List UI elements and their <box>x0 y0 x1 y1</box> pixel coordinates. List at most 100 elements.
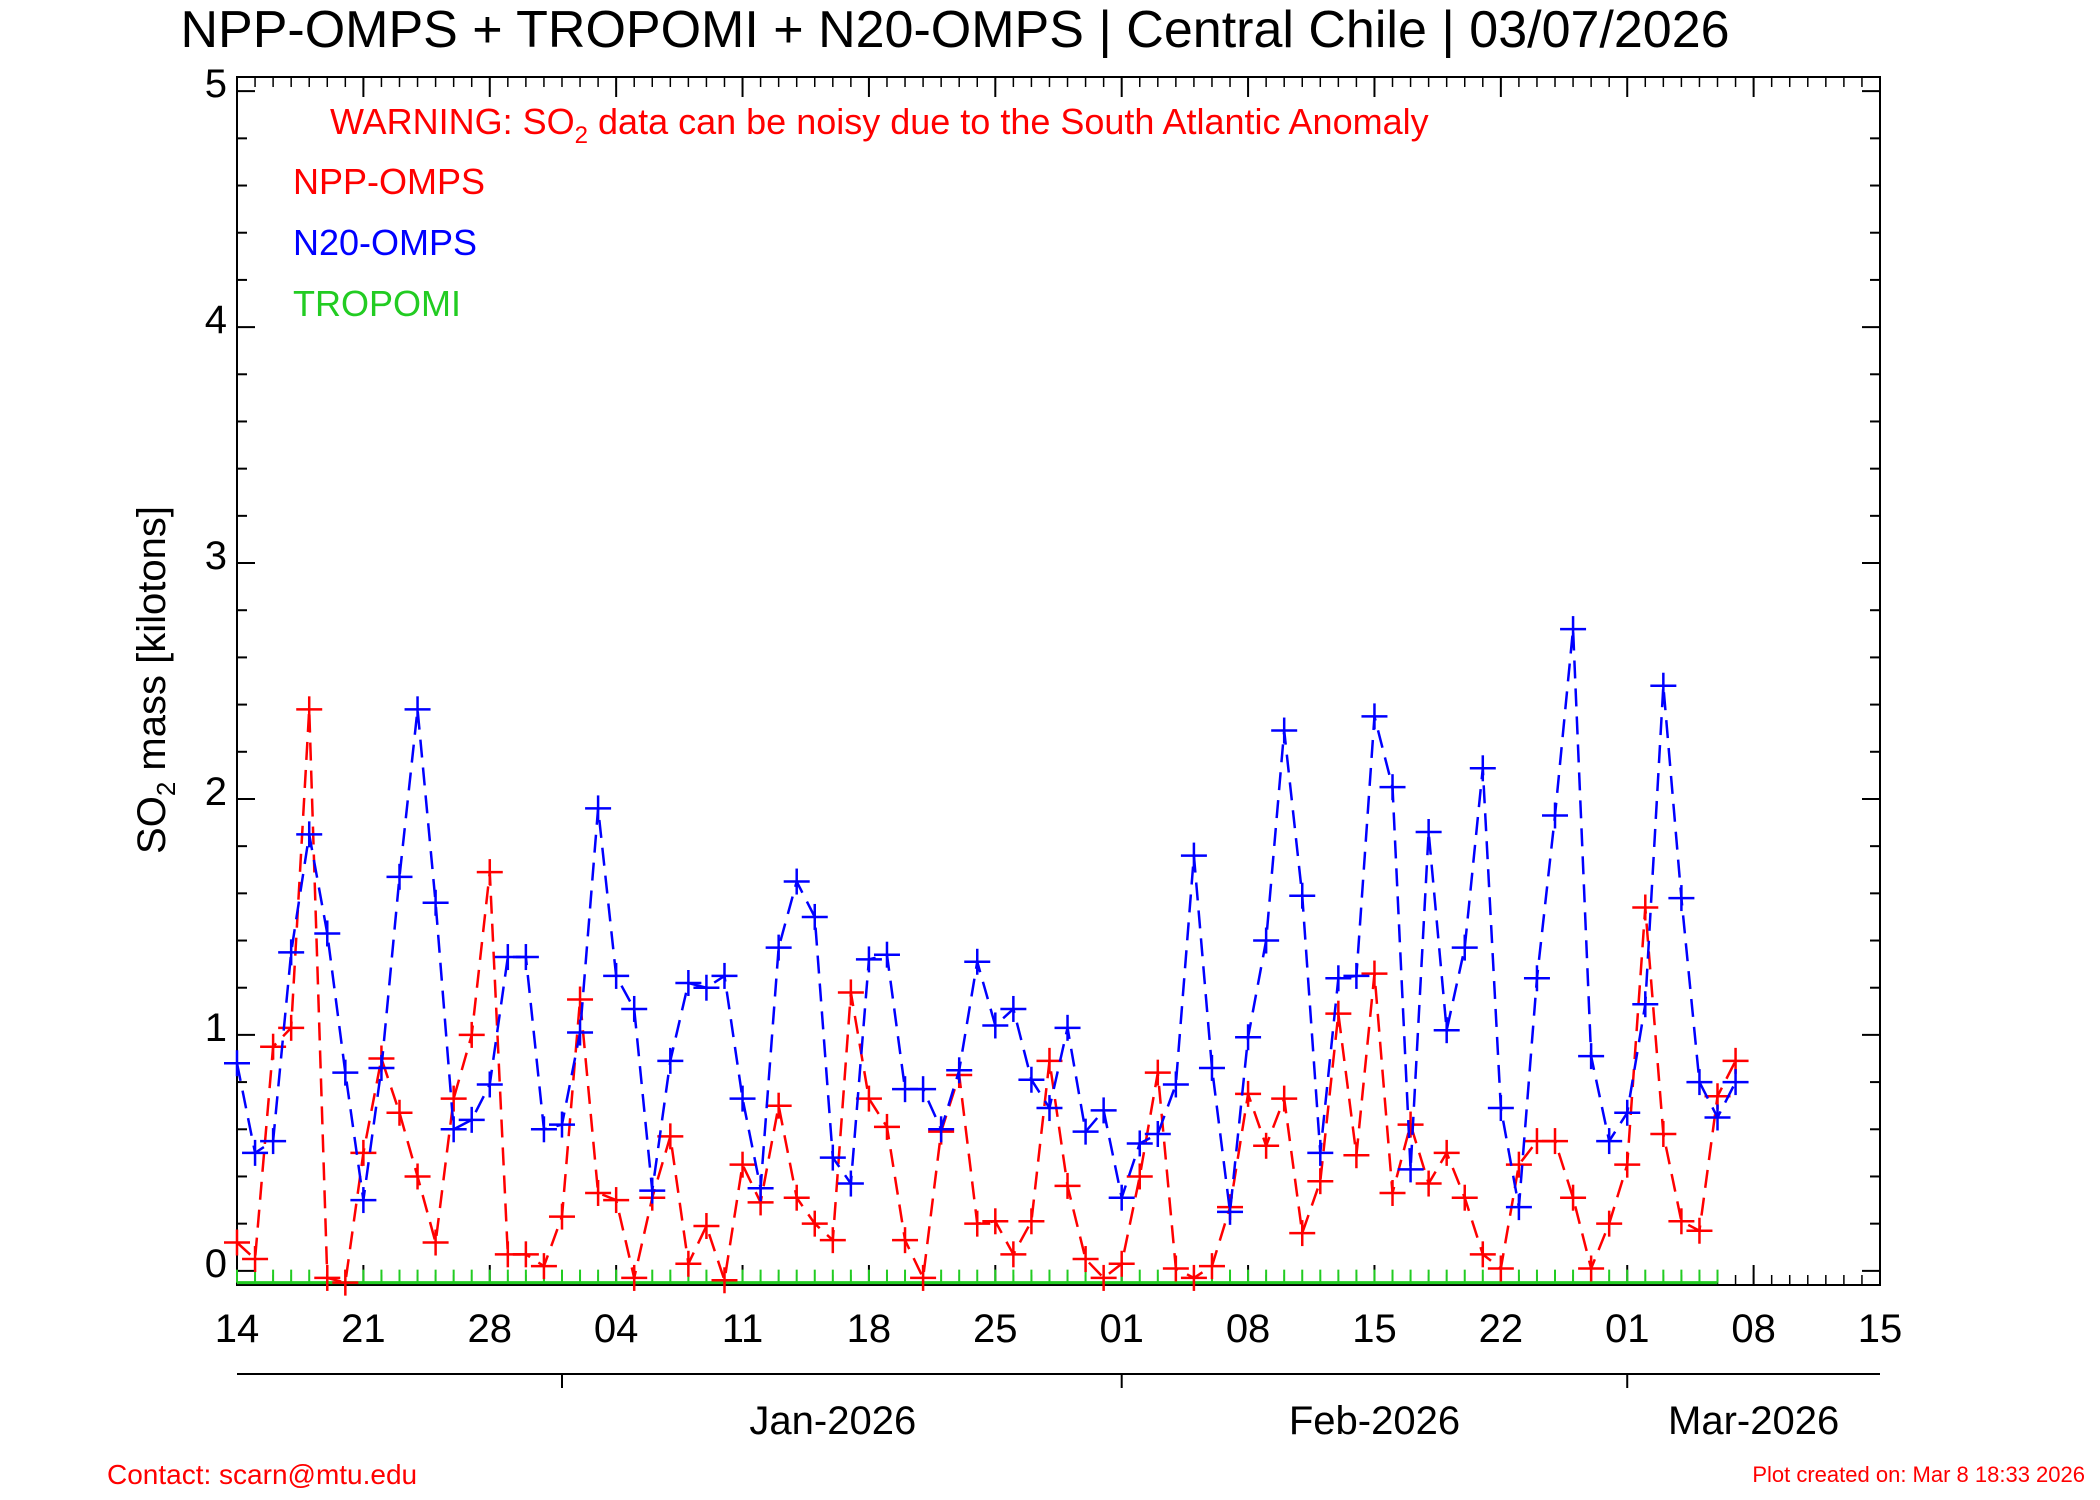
n20-omps-point <box>1108 1184 1135 1211</box>
y-tick-label: 1 <box>205 1006 227 1050</box>
n20-omps-point <box>1578 1043 1605 1070</box>
n20-omps-point <box>548 1111 575 1138</box>
n20-omps-point <box>368 1054 395 1081</box>
month-label: Feb-2026 <box>1289 1399 1460 1443</box>
npp-omps-point <box>1198 1253 1225 1280</box>
npp-omps-point <box>440 1085 467 1112</box>
plot-created-timestamp: Plot created on: Mar 8 18:33 2026 <box>1752 1462 2085 1487</box>
n20-omps-point <box>1144 1121 1171 1147</box>
n20-omps-point <box>296 821 323 848</box>
x-tick-label: 11 <box>722 1307 764 1351</box>
n20-omps-point <box>819 1144 846 1171</box>
legend-entry-tropomi: TROPOMI <box>293 283 461 324</box>
n20-omps-point <box>1560 616 1587 643</box>
n20-omps-point <box>1162 1071 1189 1098</box>
n20-omps-point <box>1018 1066 1045 1093</box>
n20-omps-point <box>765 934 792 961</box>
npp-omps-point <box>1596 1210 1623 1237</box>
n20-omps-point <box>693 974 720 1001</box>
x-tick-label: 04 <box>594 1307 639 1351</box>
npp-omps-point <box>350 1139 377 1166</box>
npp-omps-point <box>512 1241 539 1268</box>
npp-omps-point <box>1542 1128 1569 1155</box>
npp-omps-point <box>1325 1000 1352 1027</box>
npp-omps-point <box>1361 960 1388 987</box>
npp-omps-point <box>693 1213 720 1240</box>
n20-omps-point <box>224 1050 250 1077</box>
npp-omps-point <box>1162 1255 1189 1282</box>
npp-omps-point <box>422 1229 449 1256</box>
npp-omps-point <box>332 1269 359 1296</box>
n20-omps-point <box>1054 1014 1081 1041</box>
n20-omps-point <box>855 946 882 973</box>
npp-omps-point <box>982 1208 1009 1235</box>
x-tick-label: 15 <box>1858 1307 1903 1351</box>
n20-omps-point <box>1036 1095 1063 1122</box>
n20-omps-point <box>1235 1024 1262 1051</box>
n20-omps-point <box>711 962 738 989</box>
n20-omps-point <box>350 1187 377 1214</box>
n20-omps-point <box>1415 819 1442 845</box>
npp-omps-point <box>837 979 864 1006</box>
n20-omps-point <box>1198 1054 1225 1081</box>
npp-omps-point <box>1108 1250 1135 1277</box>
npp-omps-point <box>1018 1208 1045 1235</box>
n20-omps-point <box>1523 965 1550 992</box>
n20-omps-point <box>278 939 305 966</box>
npp-omps-point <box>404 1163 431 1190</box>
npp-omps-point <box>657 1123 684 1150</box>
n20-omps-point <box>1469 755 1496 782</box>
npp-omps-line <box>236 709 1737 1285</box>
x-tick-label: 28 <box>468 1307 513 1351</box>
n20-omps-point <box>1668 885 1695 912</box>
n20-omps-point <box>1686 1069 1713 1096</box>
n20-omps-point <box>801 903 828 930</box>
npp-omps-point <box>1090 1264 1117 1291</box>
npp-omps-point <box>242 1246 269 1273</box>
series-n20-omps <box>224 616 1749 1225</box>
x-tick-label: 15 <box>1352 1307 1397 1351</box>
n20-omps-point <box>1704 1104 1731 1131</box>
npp-omps-point <box>1271 1085 1298 1112</box>
n20-omps-point <box>1325 965 1352 992</box>
npp-omps-point <box>1469 1241 1496 1268</box>
n20-omps-point <box>476 1071 503 1098</box>
n20-omps-point <box>1614 1099 1641 1126</box>
n20-omps-point <box>1307 1139 1334 1166</box>
chart-title: NPP-OMPS + TROPOMI + N20-OMPS | Central … <box>180 1 1730 59</box>
n20-omps-point <box>1487 1095 1514 1122</box>
npp-omps-point <box>1686 1217 1713 1244</box>
y-tick-label: 5 <box>205 62 227 106</box>
n20-omps-point <box>422 889 449 916</box>
n20-omps-point <box>639 1177 666 1204</box>
npp-omps-point <box>476 859 503 886</box>
npp-omps-point <box>1415 1170 1442 1197</box>
n20-omps-point <box>1253 927 1280 954</box>
plot-frame <box>236 76 1881 1286</box>
n20-omps-point <box>1379 774 1406 801</box>
x-tick-label: 21 <box>341 1307 386 1351</box>
n20-omps-point <box>1072 1118 1099 1145</box>
n20-omps-point <box>512 944 539 971</box>
npp-omps-point <box>1578 1255 1605 1282</box>
npp-omps-point <box>603 1187 630 1214</box>
n20-omps-point <box>530 1116 557 1143</box>
n20-omps-point <box>1397 1156 1424 1183</box>
n20-omps-point <box>458 1106 485 1133</box>
legend-entry-n20-omps: N20-OMPS <box>293 222 477 263</box>
n20-omps-point <box>1271 717 1298 744</box>
n20-omps-point <box>747 1175 774 1202</box>
npp-omps-point <box>314 1264 341 1291</box>
n20-omps-line <box>235 628 1737 1213</box>
x-tick-label: 25 <box>973 1307 1018 1351</box>
npp-omps-point <box>1289 1220 1316 1247</box>
npp-omps-point <box>296 696 323 723</box>
n20-omps-point <box>1090 1097 1117 1124</box>
npp-omps-point <box>1054 1172 1081 1199</box>
n20-omps-point <box>873 941 900 968</box>
y-tick-label: 4 <box>205 298 227 342</box>
y-axis-title: SO2 mass [kilotons] <box>130 506 181 854</box>
n20-omps-point <box>928 1116 955 1143</box>
n20-omps-point <box>585 795 612 822</box>
